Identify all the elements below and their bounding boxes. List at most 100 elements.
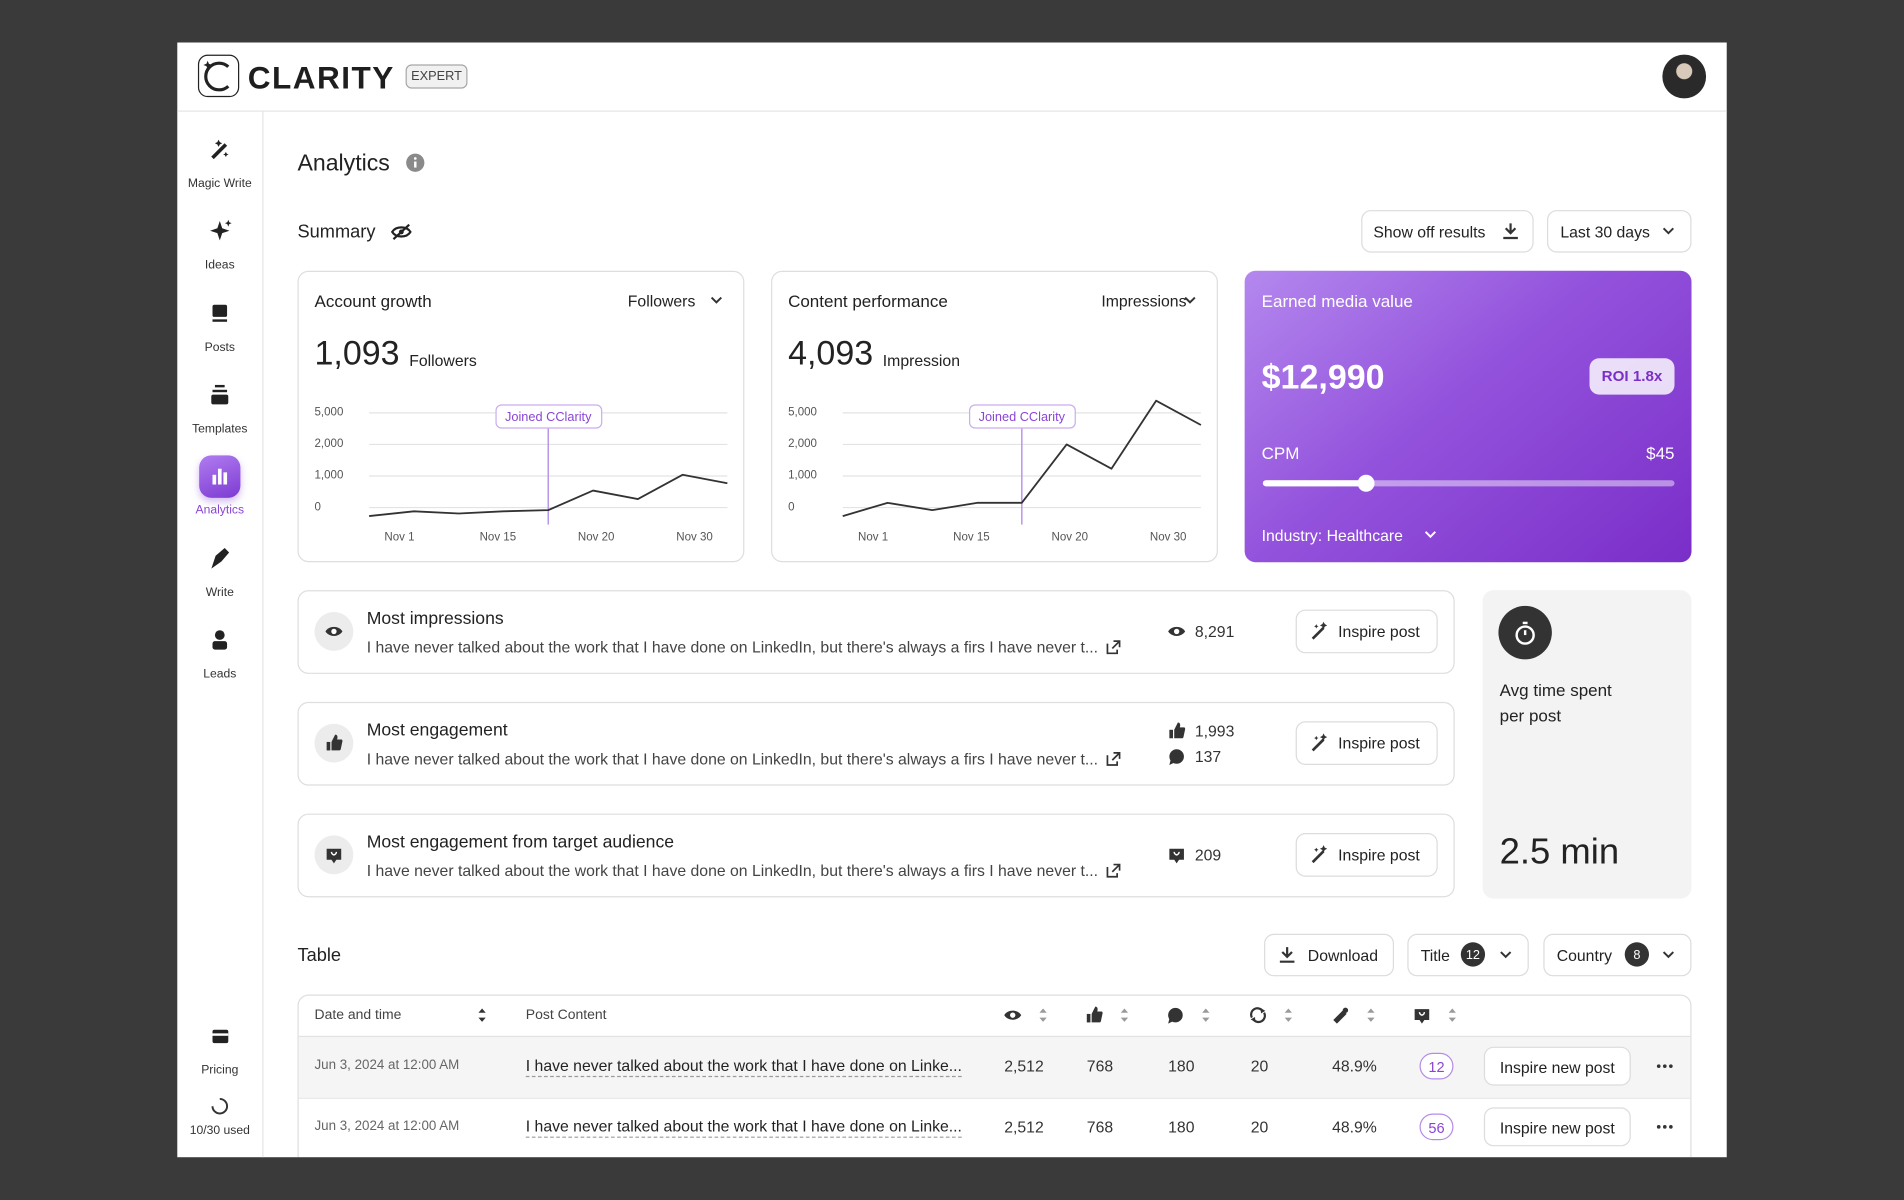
- icon-chev: [710, 296, 722, 304]
- icon-shape: [331, 734, 343, 751]
- filter-label: Country: [1556, 946, 1613, 965]
- icon-shape: [1174, 722, 1186, 739]
- icon-chev: [1662, 227, 1674, 235]
- icon-shape: [1662, 227, 1674, 235]
- icon-sort: [1284, 1008, 1293, 1022]
- icon-bubble: [1168, 1007, 1183, 1024]
- card-total: 1,093: [314, 333, 400, 372]
- y-tick-label: 2,000: [788, 437, 817, 451]
- header-row-divider: [298, 1035, 1691, 1038]
- icon-sort: [1202, 1008, 1210, 1022]
- icon-shape: [392, 223, 410, 241]
- x-tick-label: Nov 20: [577, 530, 615, 545]
- row-button[interactable]: [1483, 1046, 1631, 1086]
- icon-shape: [1418, 1012, 1426, 1016]
- inspire-label: Inspire post: [1338, 734, 1420, 753]
- icon-shape: [212, 1033, 229, 1036]
- card-unit: Impression: [882, 351, 960, 370]
- timer-icon: [1498, 605, 1552, 660]
- highlight-text: I have never talked about the work that …: [366, 749, 1099, 769]
- metric-cell: 48.9%: [1332, 1057, 1377, 1076]
- metric-cell: 2,512: [1004, 1117, 1044, 1136]
- nav-label[interactable]: Templates: [192, 422, 248, 436]
- emv-title: Earned media value: [1261, 291, 1413, 311]
- icon-shape: [1039, 1008, 1047, 1022]
- stat-value: 209: [1194, 845, 1222, 864]
- data-table: [297, 994, 1692, 1158]
- avg-time-label: Avg time spent per post: [1499, 680, 1612, 725]
- icon-shape: [1106, 752, 1121, 766]
- icon-chev: [1184, 296, 1196, 304]
- nav-icon-pricing: [212, 1029, 229, 1044]
- nav-icon-ideas: [210, 219, 232, 241]
- icon-thumb: [1086, 1006, 1103, 1023]
- icon-shape: [212, 474, 217, 485]
- stat-value: 8,291: [1194, 622, 1235, 641]
- x-tick-label: Nov 1: [857, 530, 889, 545]
- icon-shape: [1314, 845, 1328, 853]
- filter-count-bg: [1460, 942, 1486, 967]
- filter-count-bg: [1624, 942, 1650, 967]
- highlight-text: I have never talked about the work that …: [366, 861, 1099, 880]
- nav-label[interactable]: Posts: [204, 341, 235, 355]
- icon-shape: [1168, 1018, 1174, 1024]
- nav-label[interactable]: Analytics: [195, 503, 245, 518]
- icon-download: [1503, 223, 1518, 240]
- metric-select[interactable]: Impressions: [1101, 292, 1187, 311]
- icon-shape: [1669, 1064, 1673, 1068]
- icon-dots: [1656, 1064, 1673, 1068]
- icon-shape: [1169, 749, 1184, 764]
- icon-eye: [1004, 1010, 1022, 1020]
- nav-label[interactable]: Leads: [203, 667, 237, 682]
- icon-download: [1279, 947, 1295, 963]
- nav-label[interactable]: Write: [205, 586, 234, 600]
- icon-shape: [1314, 733, 1328, 741]
- card-title: Account growth: [314, 291, 432, 311]
- icon-chevw: [1424, 531, 1436, 539]
- avatar[interactable]: [1662, 54, 1707, 99]
- nav-label[interactable]: Ideas: [204, 258, 235, 273]
- card-unit: Followers: [409, 351, 477, 370]
- icon-ext: [1106, 640, 1121, 655]
- industry-select[interactable]: Industry: Healthcare: [1261, 526, 1403, 545]
- usage-spinner: [211, 1097, 229, 1115]
- plan-badge: [405, 64, 468, 89]
- nav-icon-analytics: [212, 468, 228, 485]
- icon-shape: [413, 157, 417, 160]
- date-cell: Jun 3, 2024 at 12:00 AM: [314, 1118, 460, 1134]
- period-select[interactable]: [1547, 210, 1692, 253]
- icon-shape: [1173, 628, 1180, 635]
- slider-fill: [1262, 480, 1367, 487]
- icon-shape: [1311, 850, 1325, 864]
- icon-bubble: [1169, 749, 1184, 766]
- count-badge: [1419, 1052, 1454, 1080]
- metric-cell: 768: [1086, 1117, 1114, 1136]
- show-off-label: Show off results: [1373, 222, 1486, 242]
- icon-sort: [1039, 1008, 1047, 1022]
- icon-shape: [330, 851, 338, 856]
- inspire-button[interactable]: [1295, 833, 1438, 877]
- nav-label[interactable]: Magic Write: [187, 177, 252, 191]
- stat-value: 1,993: [1194, 721, 1235, 741]
- row-button-label: Inspire new post: [1499, 1118, 1615, 1138]
- icon-shape: [1414, 1009, 1430, 1024]
- icon-shape: [1662, 1125, 1667, 1129]
- filter-count: 12: [1465, 948, 1481, 963]
- row-button[interactable]: [1483, 1107, 1631, 1147]
- nav-icon-write: [211, 548, 230, 569]
- icon-shape: [214, 630, 225, 640]
- x-tick-label: Nov 30: [1149, 530, 1187, 545]
- x-tick-label: Nov 1: [384, 530, 415, 545]
- icon-shape: [1202, 1008, 1210, 1022]
- icon-shape: [214, 384, 225, 388]
- content-cell: I have never talked about the work that …: [525, 1118, 962, 1138]
- metric-select[interactable]: Followers: [627, 292, 696, 311]
- icon-shape: [211, 394, 229, 405]
- show-off-button[interactable]: [1361, 210, 1534, 253]
- icon-shape: [1086, 1013, 1091, 1023]
- icon-shape: [217, 468, 222, 485]
- icon-thumb: [1169, 722, 1186, 739]
- highlight-card: [297, 590, 1455, 674]
- nav-icon-magic-write: [211, 139, 229, 160]
